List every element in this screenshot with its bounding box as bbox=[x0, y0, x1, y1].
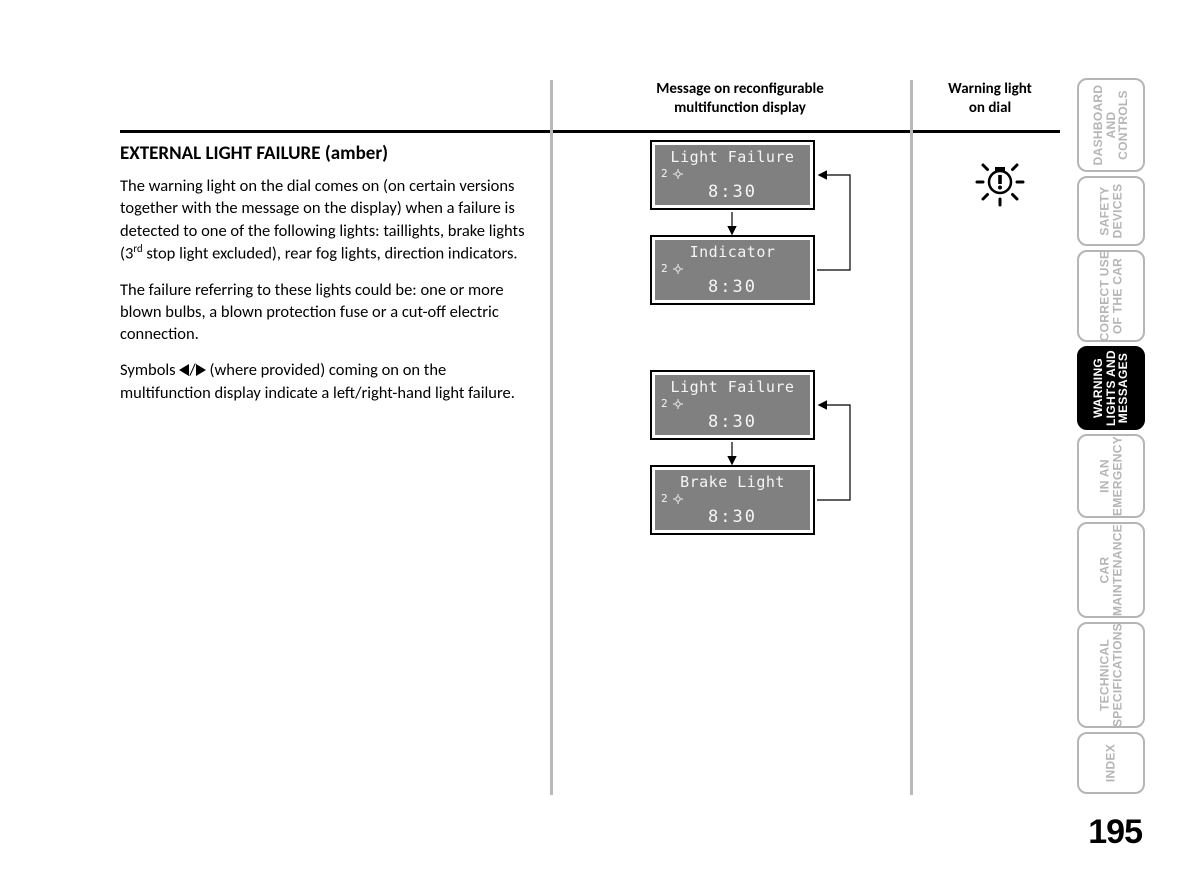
section-tabs: DASHBOARD AND CONTROLS SAFETY DEVICES CORR… bbox=[1077, 78, 1145, 798]
tab-technical[interactable]: TECHNICAL SPECIFICATIONS bbox=[1077, 622, 1145, 728]
tab-label: SAFETY DEVICES bbox=[1098, 184, 1123, 239]
header-display-message: Message on reconfigurable multifunction … bbox=[570, 80, 910, 118]
page-content: Message on reconfigurable multifunction … bbox=[120, 80, 1060, 830]
tab-warning[interactable]: WARNING LIGHTS AND MESSAGES bbox=[1077, 346, 1145, 430]
triangle-right-icon bbox=[196, 364, 206, 376]
paragraph-3: Symbols / (where provided) coming on on … bbox=[120, 359, 530, 404]
header-warning-light: Warning light on dial bbox=[920, 80, 1060, 118]
page-number: 195 bbox=[1088, 813, 1142, 852]
tab-label: WARNING LIGHTS AND MESSAGES bbox=[1092, 350, 1130, 426]
column-divider-2 bbox=[910, 80, 913, 795]
dial-warning-light bbox=[940, 155, 1060, 214]
cycle-arrows-2 bbox=[650, 370, 870, 540]
tab-label: CAR MAINTENANCE bbox=[1098, 524, 1123, 616]
triangle-left-icon bbox=[179, 364, 189, 376]
tab-correct-use[interactable]: CORRECT USE OF THE CAR bbox=[1077, 250, 1145, 342]
tab-safety[interactable]: SAFETY DEVICES bbox=[1077, 176, 1145, 246]
tab-label: INDEX bbox=[1105, 744, 1118, 782]
horizontal-rule bbox=[120, 130, 1060, 133]
paragraph-1: The warning light on the dial comes on (… bbox=[120, 175, 530, 265]
cycle-arrows-1 bbox=[650, 140, 870, 310]
tab-label: DASHBOARD AND CONTROLS bbox=[1092, 85, 1130, 166]
tab-index[interactable]: INDEX bbox=[1077, 732, 1145, 794]
tab-label: CORRECT USE OF THE CAR bbox=[1098, 251, 1123, 342]
tab-dashboard[interactable]: DASHBOARD AND CONTROLS bbox=[1077, 78, 1145, 172]
column-divider-1 bbox=[550, 80, 553, 795]
column-headers-row: Message on reconfigurable multifunction … bbox=[120, 80, 1060, 130]
tab-car[interactable]: CAR MAINTENANCE bbox=[1077, 522, 1145, 618]
text-column: EXTERNAL LIGHT FAILURE (amber) The warni… bbox=[120, 142, 530, 418]
tab-label: IN AN EMERGENCY bbox=[1098, 436, 1123, 516]
tab-in-an[interactable]: IN AN EMERGENCY bbox=[1077, 434, 1145, 518]
section-title: EXTERNAL LIGHT FAILURE (amber) bbox=[120, 142, 530, 165]
tab-label: TECHNICAL SPECIFICATIONS bbox=[1098, 623, 1123, 727]
paragraph-2: The failure referring to these lights co… bbox=[120, 279, 530, 346]
light-failure-icon bbox=[973, 155, 1027, 209]
